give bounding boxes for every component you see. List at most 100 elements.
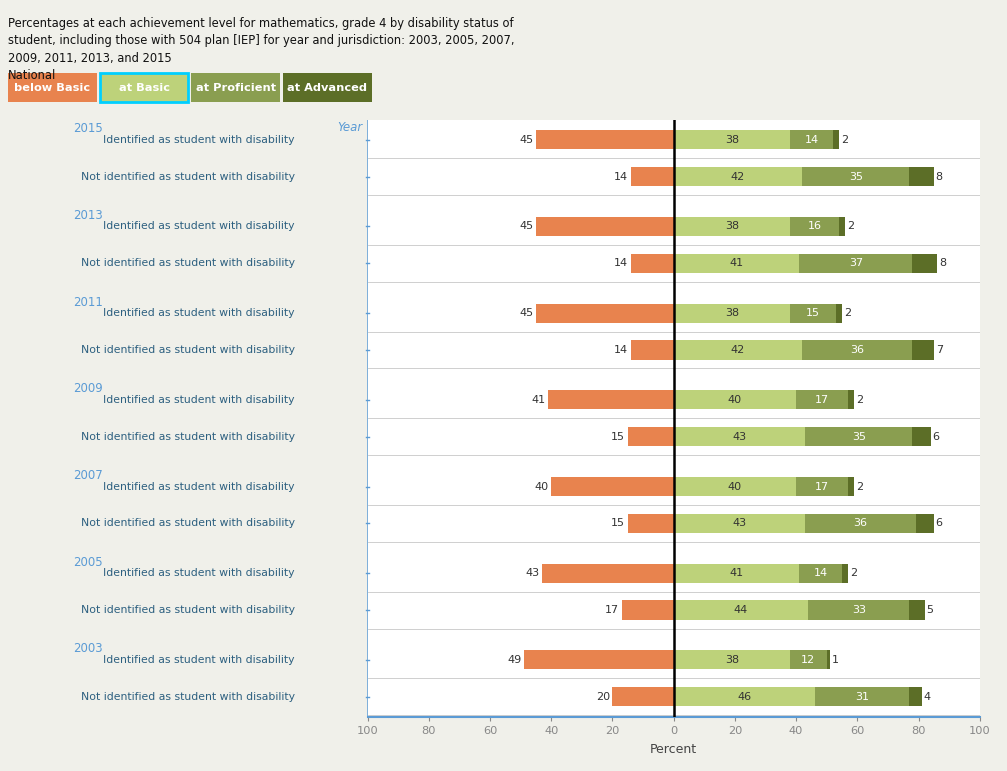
Text: 40: 40 — [535, 482, 549, 491]
Bar — [674, 217, 790, 236]
Text: Not identified as student with disability: Not identified as student with disabilit… — [81, 518, 295, 528]
Bar — [630, 167, 674, 187]
Text: 1: 1 — [832, 655, 839, 665]
X-axis label: Percent: Percent — [651, 743, 697, 756]
Text: 15: 15 — [611, 518, 625, 528]
Text: Year: Year — [336, 120, 363, 133]
Text: Not identified as student with disability: Not identified as student with disabilit… — [81, 605, 295, 615]
Text: 44: 44 — [734, 605, 748, 615]
Bar — [630, 254, 674, 273]
Bar — [909, 601, 924, 620]
Text: 38: 38 — [725, 655, 739, 665]
Text: Identified as student with disability: Identified as student with disability — [103, 568, 294, 578]
Text: 37: 37 — [849, 258, 863, 268]
Text: Not identified as student with disability: Not identified as student with disabilit… — [81, 432, 295, 442]
Bar — [803, 167, 909, 187]
Bar — [536, 304, 674, 323]
Text: 38: 38 — [725, 221, 739, 231]
Bar — [674, 130, 790, 150]
Text: 41: 41 — [729, 568, 743, 578]
Text: 40: 40 — [728, 482, 742, 491]
Text: 36: 36 — [850, 345, 864, 355]
Bar — [674, 687, 815, 706]
Bar — [674, 167, 803, 187]
Text: 2011: 2011 — [74, 295, 104, 308]
Text: Identified as student with disability: Identified as student with disability — [103, 482, 294, 491]
Text: 16: 16 — [808, 221, 822, 231]
Text: 2: 2 — [850, 568, 857, 578]
Text: 45: 45 — [520, 221, 534, 231]
Bar — [827, 650, 830, 669]
Bar — [627, 513, 674, 533]
Text: 14: 14 — [805, 135, 819, 145]
Text: 41: 41 — [532, 395, 546, 405]
Text: 43: 43 — [526, 568, 540, 578]
Text: 2: 2 — [847, 221, 854, 231]
Bar — [909, 167, 933, 187]
Bar — [800, 564, 842, 583]
Bar — [909, 687, 921, 706]
Text: 2013: 2013 — [74, 209, 104, 222]
Bar — [630, 341, 674, 359]
Text: 43: 43 — [732, 432, 746, 442]
Text: 2005: 2005 — [74, 556, 103, 569]
Bar — [612, 687, 674, 706]
Text: 14: 14 — [614, 258, 628, 268]
Text: 49: 49 — [507, 655, 522, 665]
Text: Identified as student with disability: Identified as student with disability — [103, 221, 294, 231]
Text: Not identified as student with disability: Not identified as student with disabilit… — [81, 692, 295, 702]
Text: 15: 15 — [611, 432, 625, 442]
Bar — [627, 427, 674, 446]
Text: 15: 15 — [806, 308, 820, 318]
Bar — [839, 217, 845, 236]
Text: 46: 46 — [737, 692, 751, 702]
Text: Not identified as student with disability: Not identified as student with disabilit… — [81, 258, 295, 268]
Text: 41: 41 — [729, 258, 743, 268]
Text: 6: 6 — [936, 518, 943, 528]
Text: 2009: 2009 — [74, 382, 104, 396]
Text: 17: 17 — [815, 395, 829, 405]
Text: 43: 43 — [732, 518, 746, 528]
Bar — [836, 304, 842, 323]
Text: 2: 2 — [844, 308, 851, 318]
Text: at Proficient: at Proficient — [195, 82, 276, 93]
Bar — [674, 477, 797, 496]
Text: 42: 42 — [731, 172, 745, 182]
Bar — [806, 427, 912, 446]
Bar — [815, 687, 909, 706]
Bar — [912, 341, 933, 359]
Bar — [524, 650, 674, 669]
Bar — [790, 217, 839, 236]
Bar — [536, 130, 674, 150]
Bar — [833, 130, 839, 150]
Text: 12: 12 — [802, 655, 816, 665]
Text: 20: 20 — [596, 692, 610, 702]
Text: 5: 5 — [926, 605, 933, 615]
Bar — [912, 427, 930, 446]
Bar — [674, 254, 800, 273]
Text: 2: 2 — [856, 482, 863, 491]
Text: 36: 36 — [853, 518, 867, 528]
Text: 31: 31 — [855, 692, 869, 702]
Bar — [621, 601, 674, 620]
Bar — [912, 254, 937, 273]
Text: 6: 6 — [932, 432, 940, 442]
Text: 35: 35 — [849, 172, 863, 182]
Text: 38: 38 — [725, 135, 739, 145]
Text: Not identified as student with disability: Not identified as student with disabilit… — [81, 345, 295, 355]
Bar — [806, 513, 915, 533]
Text: 17: 17 — [815, 482, 829, 491]
Bar — [674, 650, 790, 669]
Bar — [848, 390, 854, 409]
Text: 17: 17 — [605, 605, 619, 615]
Text: 14: 14 — [614, 345, 628, 355]
Bar — [797, 477, 848, 496]
Bar — [674, 341, 803, 359]
Text: 7: 7 — [936, 345, 943, 355]
Text: at Advanced: at Advanced — [287, 82, 368, 93]
Bar — [548, 390, 674, 409]
Text: 38: 38 — [725, 308, 739, 318]
Bar — [551, 477, 674, 496]
Bar — [848, 477, 854, 496]
Text: 2015: 2015 — [74, 123, 104, 135]
